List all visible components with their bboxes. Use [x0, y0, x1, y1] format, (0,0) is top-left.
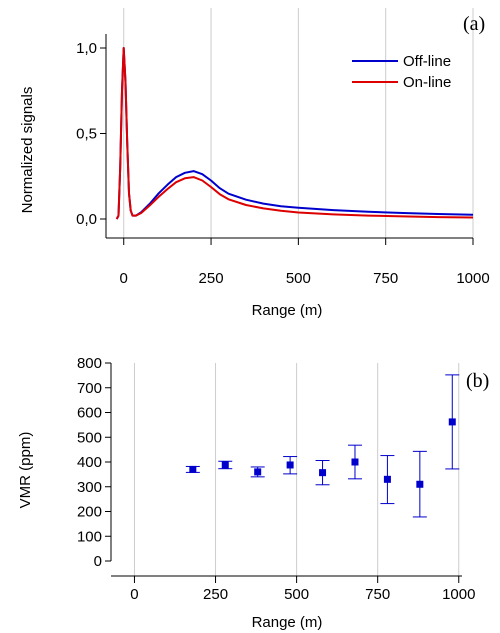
panel-b-data-point [383, 475, 391, 483]
panel-b-ytick-label: 700 [77, 380, 102, 397]
panel-a-xtick-label: 750 [373, 270, 398, 287]
panel-b-ytick-label: 600 [77, 405, 102, 422]
panel-b-ytick-label: 200 [77, 504, 102, 521]
panel-b-data-point [221, 461, 229, 469]
panel-a-label: (a) [463, 13, 485, 35]
panel-a-xtick-label: 1000 [456, 270, 489, 287]
panel-b-ytick-label: 500 [77, 429, 102, 446]
panel-a-xtick-label: 250 [199, 270, 224, 287]
panel-a-xtick-label: 0 [120, 270, 128, 287]
panel-b-data-point [286, 461, 294, 469]
panel-b-x-axis-title: Range (m) [252, 614, 323, 631]
panel-b-data-point [448, 418, 456, 426]
panel-b-xtick-label: 500 [284, 586, 309, 603]
panel-b-xtick-label: 250 [203, 586, 228, 603]
panel-a-ytick-label: 0,0 [76, 211, 97, 228]
panel-b-xtick-label: 0 [130, 586, 138, 603]
panel-b-data-point [254, 468, 262, 476]
panel-a-ytick-label: 0,5 [76, 126, 97, 143]
panel-a-ytick-label: 1,0 [76, 40, 97, 57]
panel-a-y-axis-title: Normalized signals [19, 87, 36, 214]
panel-b-data-point [319, 469, 327, 477]
panel-b-ytick-label: 800 [77, 355, 102, 372]
panel-b-xtick-label: 1000 [442, 586, 475, 603]
panel-b-ytick-label: 0 [94, 553, 102, 570]
panel-b-label: (b) [466, 370, 489, 392]
panel-b-data-point [351, 458, 359, 466]
panel-a-series-line-on-line [115, 47, 474, 220]
panel-b-ytick-label: 400 [77, 454, 102, 471]
panel-a-xtick-label: 500 [286, 270, 311, 287]
panel-b-data-point [416, 480, 424, 488]
panel-b-ytick-label: 300 [77, 479, 102, 496]
panel-b-ytick-label: 100 [77, 528, 102, 545]
panel-a-x-axis-title: Range (m) [252, 302, 323, 319]
panel-b-data-point [189, 465, 197, 473]
panel-a-legend-label-off-line: Off-line [403, 53, 451, 70]
panel-b-y-axis-title: VMR (ppm) [17, 432, 34, 509]
panel-a-legend-label-on-line: On-line [403, 74, 451, 91]
panel-b-xtick-label: 750 [365, 586, 390, 603]
